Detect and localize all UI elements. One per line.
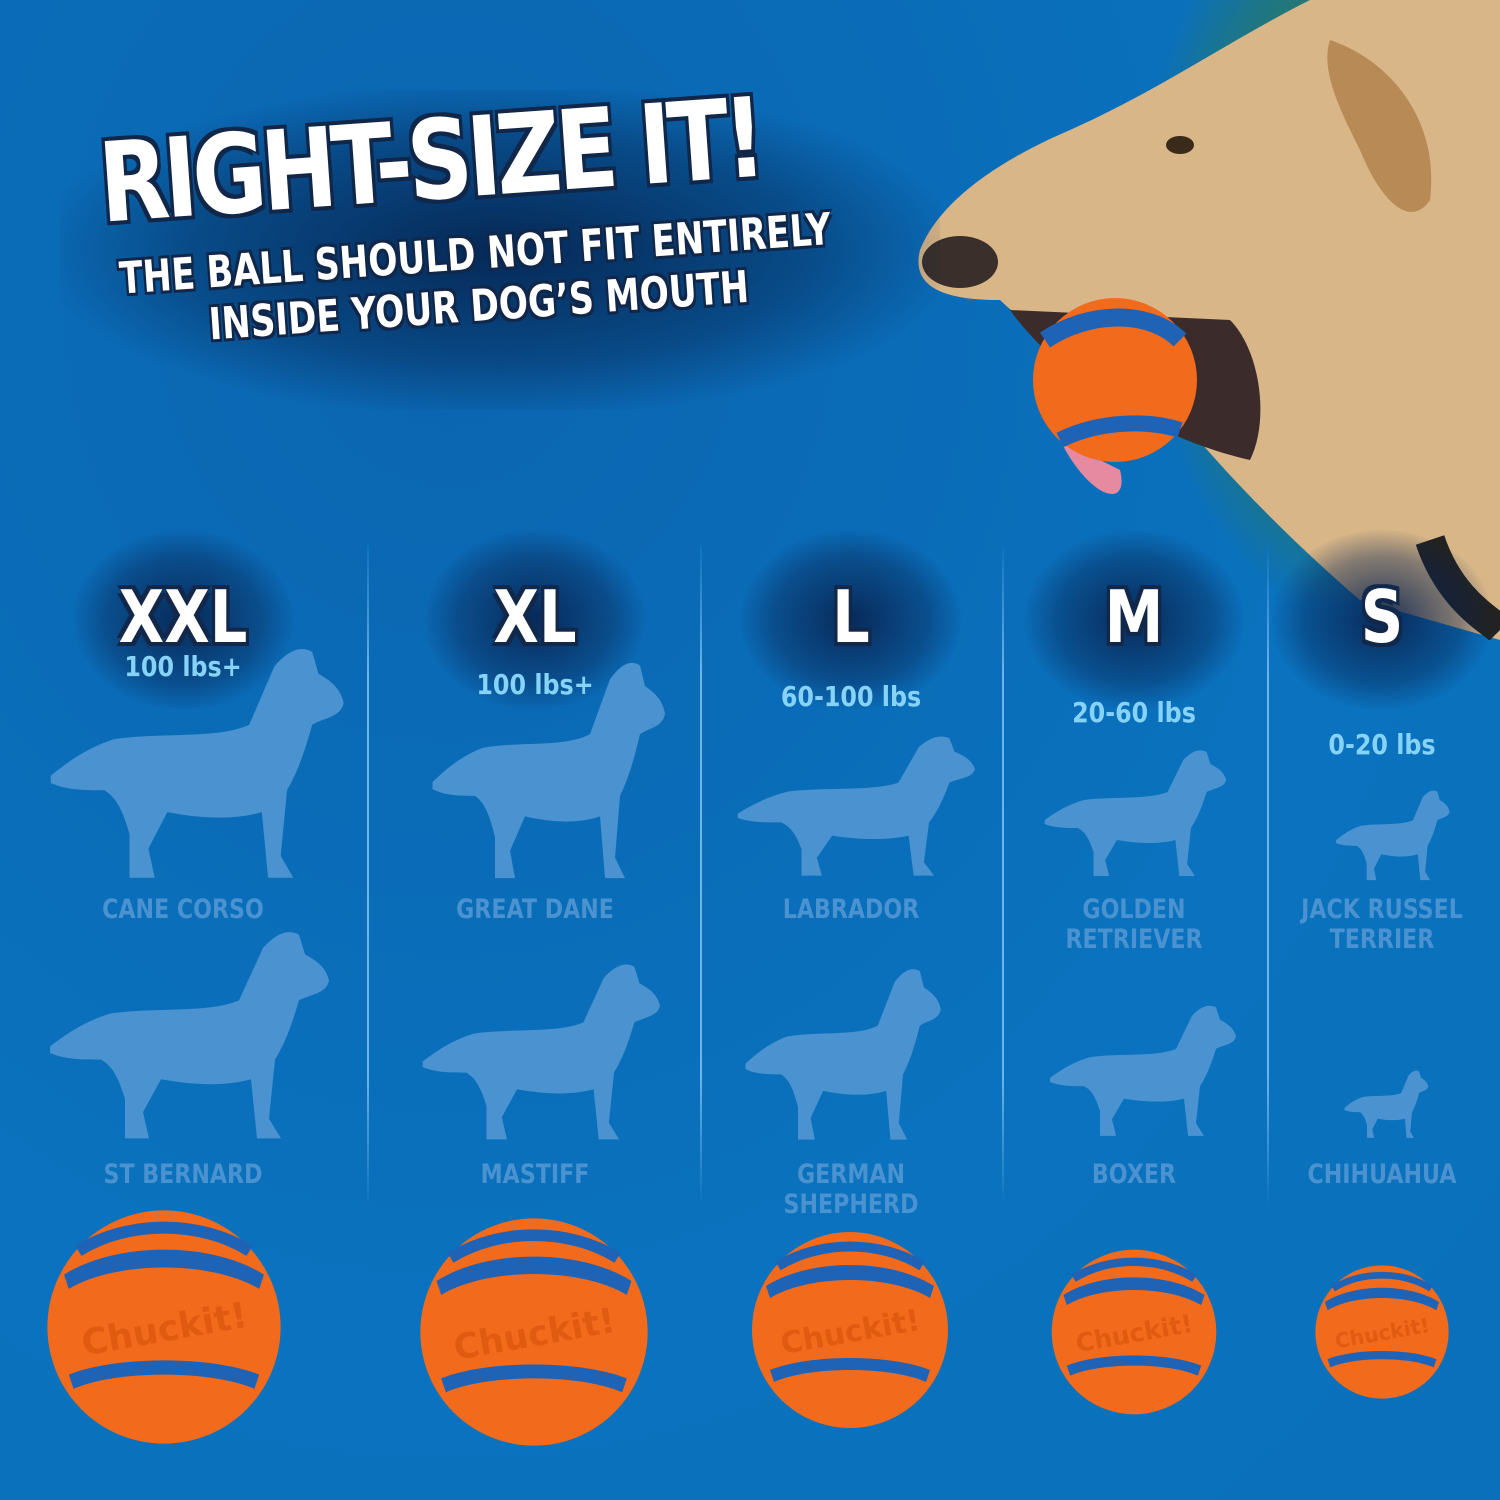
weight-range: 20-60 lbs [1072,696,1196,729]
column-divider [1267,545,1269,1205]
size-label: M [1104,575,1164,659]
dog-silhouette-icon [50,648,344,878]
dog-with-ball-photo [918,0,1500,640]
dog-silhouette-icon [50,932,329,1139]
weight-range: 60-100 lbs [780,680,922,713]
dog-silhouette-icon [432,662,665,879]
dog-silhouette-icon [1336,790,1450,881]
column-divider [1002,545,1004,1205]
size-label: S [1360,575,1404,659]
breed-name: GREAT DANE [456,894,614,925]
breed-name: BOXER [1091,1159,1177,1190]
breed-name: LABRADOR [782,894,920,925]
size-label-glow [1024,530,1244,710]
size-label-glow [73,530,293,710]
dog-silhouette-icon [422,964,660,1140]
column-divider [367,545,369,1205]
breed-name: GERMAN SHEPHERD [783,1159,919,1220]
dog-silhouette-icon [745,969,941,1140]
size-label-glow [1272,530,1492,710]
breed-name: CANE CORSO [102,894,264,925]
breed-name: JACK RUSSEL TERRIER [1301,894,1463,955]
weight-range: 0-20 lbs [1328,728,1436,761]
size-label: XL [493,575,577,659]
size-label-glow [425,530,645,710]
breed-name: GOLDEN RETRIEVER [1065,894,1203,955]
ball-product-image: Chuckit! [752,1232,948,1428]
breed-name: ST BERNARD [103,1159,263,1190]
breed-name: CHIHUAHUA [1307,1159,1457,1190]
ball-product-image: Chuckit! [47,1210,281,1444]
weight-range: 100 lbs+ [124,650,242,683]
dog-silhouette-icon [1044,750,1227,876]
headline-glow [60,90,940,410]
weight-range: 100 lbs+ [476,668,594,701]
dog-silhouette-icon [1344,1070,1429,1138]
size-label: XXL [118,575,248,659]
ball-product-image: Chuckit! [1051,1249,1217,1415]
breed-name: MASTIFF [480,1159,590,1190]
ball-product-image: Chuckit! [420,1218,648,1446]
size-label-glow [741,530,961,710]
dog-silhouette-icon [737,736,975,876]
dog-silhouette-icon [1050,1005,1236,1136]
ball-product-image: Chuckit! [1315,1265,1449,1399]
size-label: L [832,575,870,659]
column-divider [700,545,702,1205]
